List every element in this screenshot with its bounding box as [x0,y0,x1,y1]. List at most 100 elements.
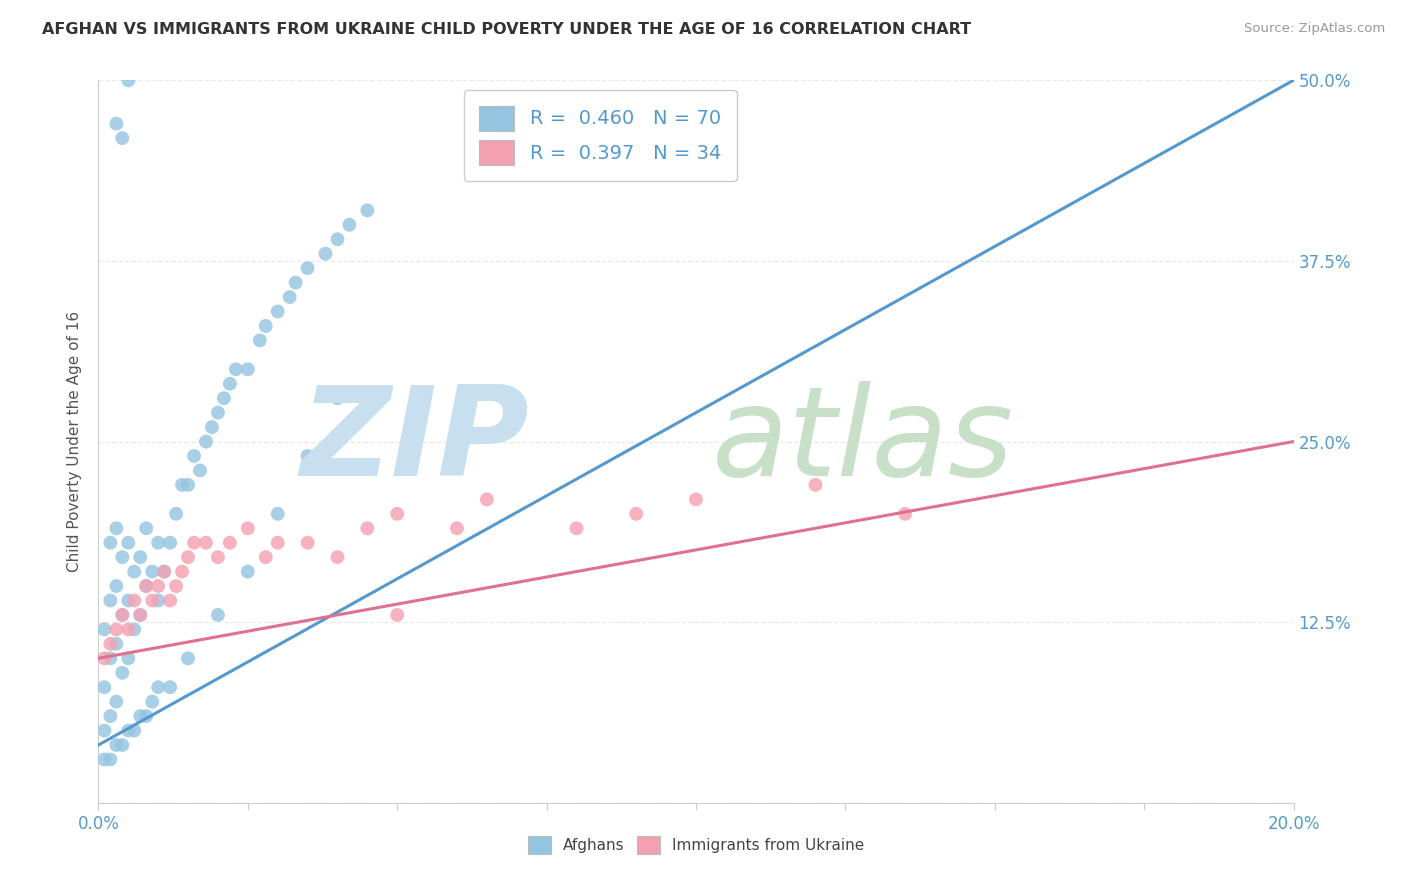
Point [165,507,187,521]
Text: ZIP: ZIP [299,381,529,502]
Point [201,420,224,434]
Point [93,651,115,665]
Point [207,607,229,622]
Point [195,535,218,549]
Point [111,550,134,565]
Point [894,507,917,521]
Point [177,651,200,665]
Point [565,521,588,535]
Point [135,579,157,593]
Point [446,521,468,535]
Point [98,752,122,766]
Point [207,406,229,420]
Point [172,565,194,579]
Point [124,723,146,738]
Point [172,478,194,492]
Point [124,565,146,579]
Point [105,738,128,752]
Point [105,623,128,637]
Point [111,665,134,680]
Point [111,607,134,622]
Point [254,318,277,333]
Point [385,507,409,521]
Point [219,535,242,549]
Text: AFGHAN VS IMMIGRANTS FROM UKRAINE CHILD POVERTY UNDER THE AGE OF 16 CORRELATION : AFGHAN VS IMMIGRANTS FROM UKRAINE CHILD … [42,22,972,37]
Point [236,362,259,376]
Point [129,607,152,622]
Point [356,521,378,535]
Point [98,651,122,665]
Point [207,550,229,565]
Point [105,521,128,535]
Point [153,565,176,579]
Point [356,203,378,218]
Point [804,478,827,492]
Point [159,535,181,549]
Point [148,535,170,549]
Point [267,507,290,521]
Point [135,521,157,535]
Point [105,637,128,651]
Point [129,550,152,565]
Point [98,709,122,723]
Point [105,579,128,593]
Point [148,579,170,593]
Point [129,709,152,723]
Point [148,680,170,694]
Point [141,565,163,579]
Point [225,362,247,376]
Point [315,246,337,260]
Point [93,752,115,766]
Point [284,276,307,290]
Point [219,376,242,391]
Point [141,593,163,607]
Point [93,723,115,738]
Text: atlas: atlas [713,381,1014,502]
Point [98,535,122,549]
Text: Source: ZipAtlas.com: Source: ZipAtlas.com [1244,22,1385,36]
Point [148,593,170,607]
Point [339,218,361,232]
Point [98,593,122,607]
Point [117,535,139,549]
Point [278,290,301,304]
Point [159,593,181,607]
Point [141,695,163,709]
Point [188,463,211,477]
Point [117,723,139,738]
Point [153,565,176,579]
Point [326,391,349,405]
Point [111,607,134,622]
Point [475,492,498,507]
Point [183,449,205,463]
Point [297,261,319,276]
Point [626,507,648,521]
Point [254,550,277,565]
Point [98,637,122,651]
Point [297,535,319,549]
Point [236,565,259,579]
Legend: Afghans, Immigrants from Ukraine: Afghans, Immigrants from Ukraine [522,830,870,860]
Point [195,434,218,449]
Point [93,680,115,694]
Point [212,391,235,405]
Point [111,738,134,752]
Point [236,521,259,535]
Point [135,579,157,593]
Point [177,550,200,565]
Point [117,73,139,87]
Point [111,131,134,145]
Point [249,334,271,348]
Point [135,709,157,723]
Point [124,593,146,607]
Point [267,535,290,549]
Point [183,535,205,549]
Point [165,579,187,593]
Point [326,550,349,565]
Point [159,680,181,694]
Point [326,232,349,246]
Point [117,593,139,607]
Point [93,623,115,637]
Point [105,117,128,131]
Point [117,623,139,637]
